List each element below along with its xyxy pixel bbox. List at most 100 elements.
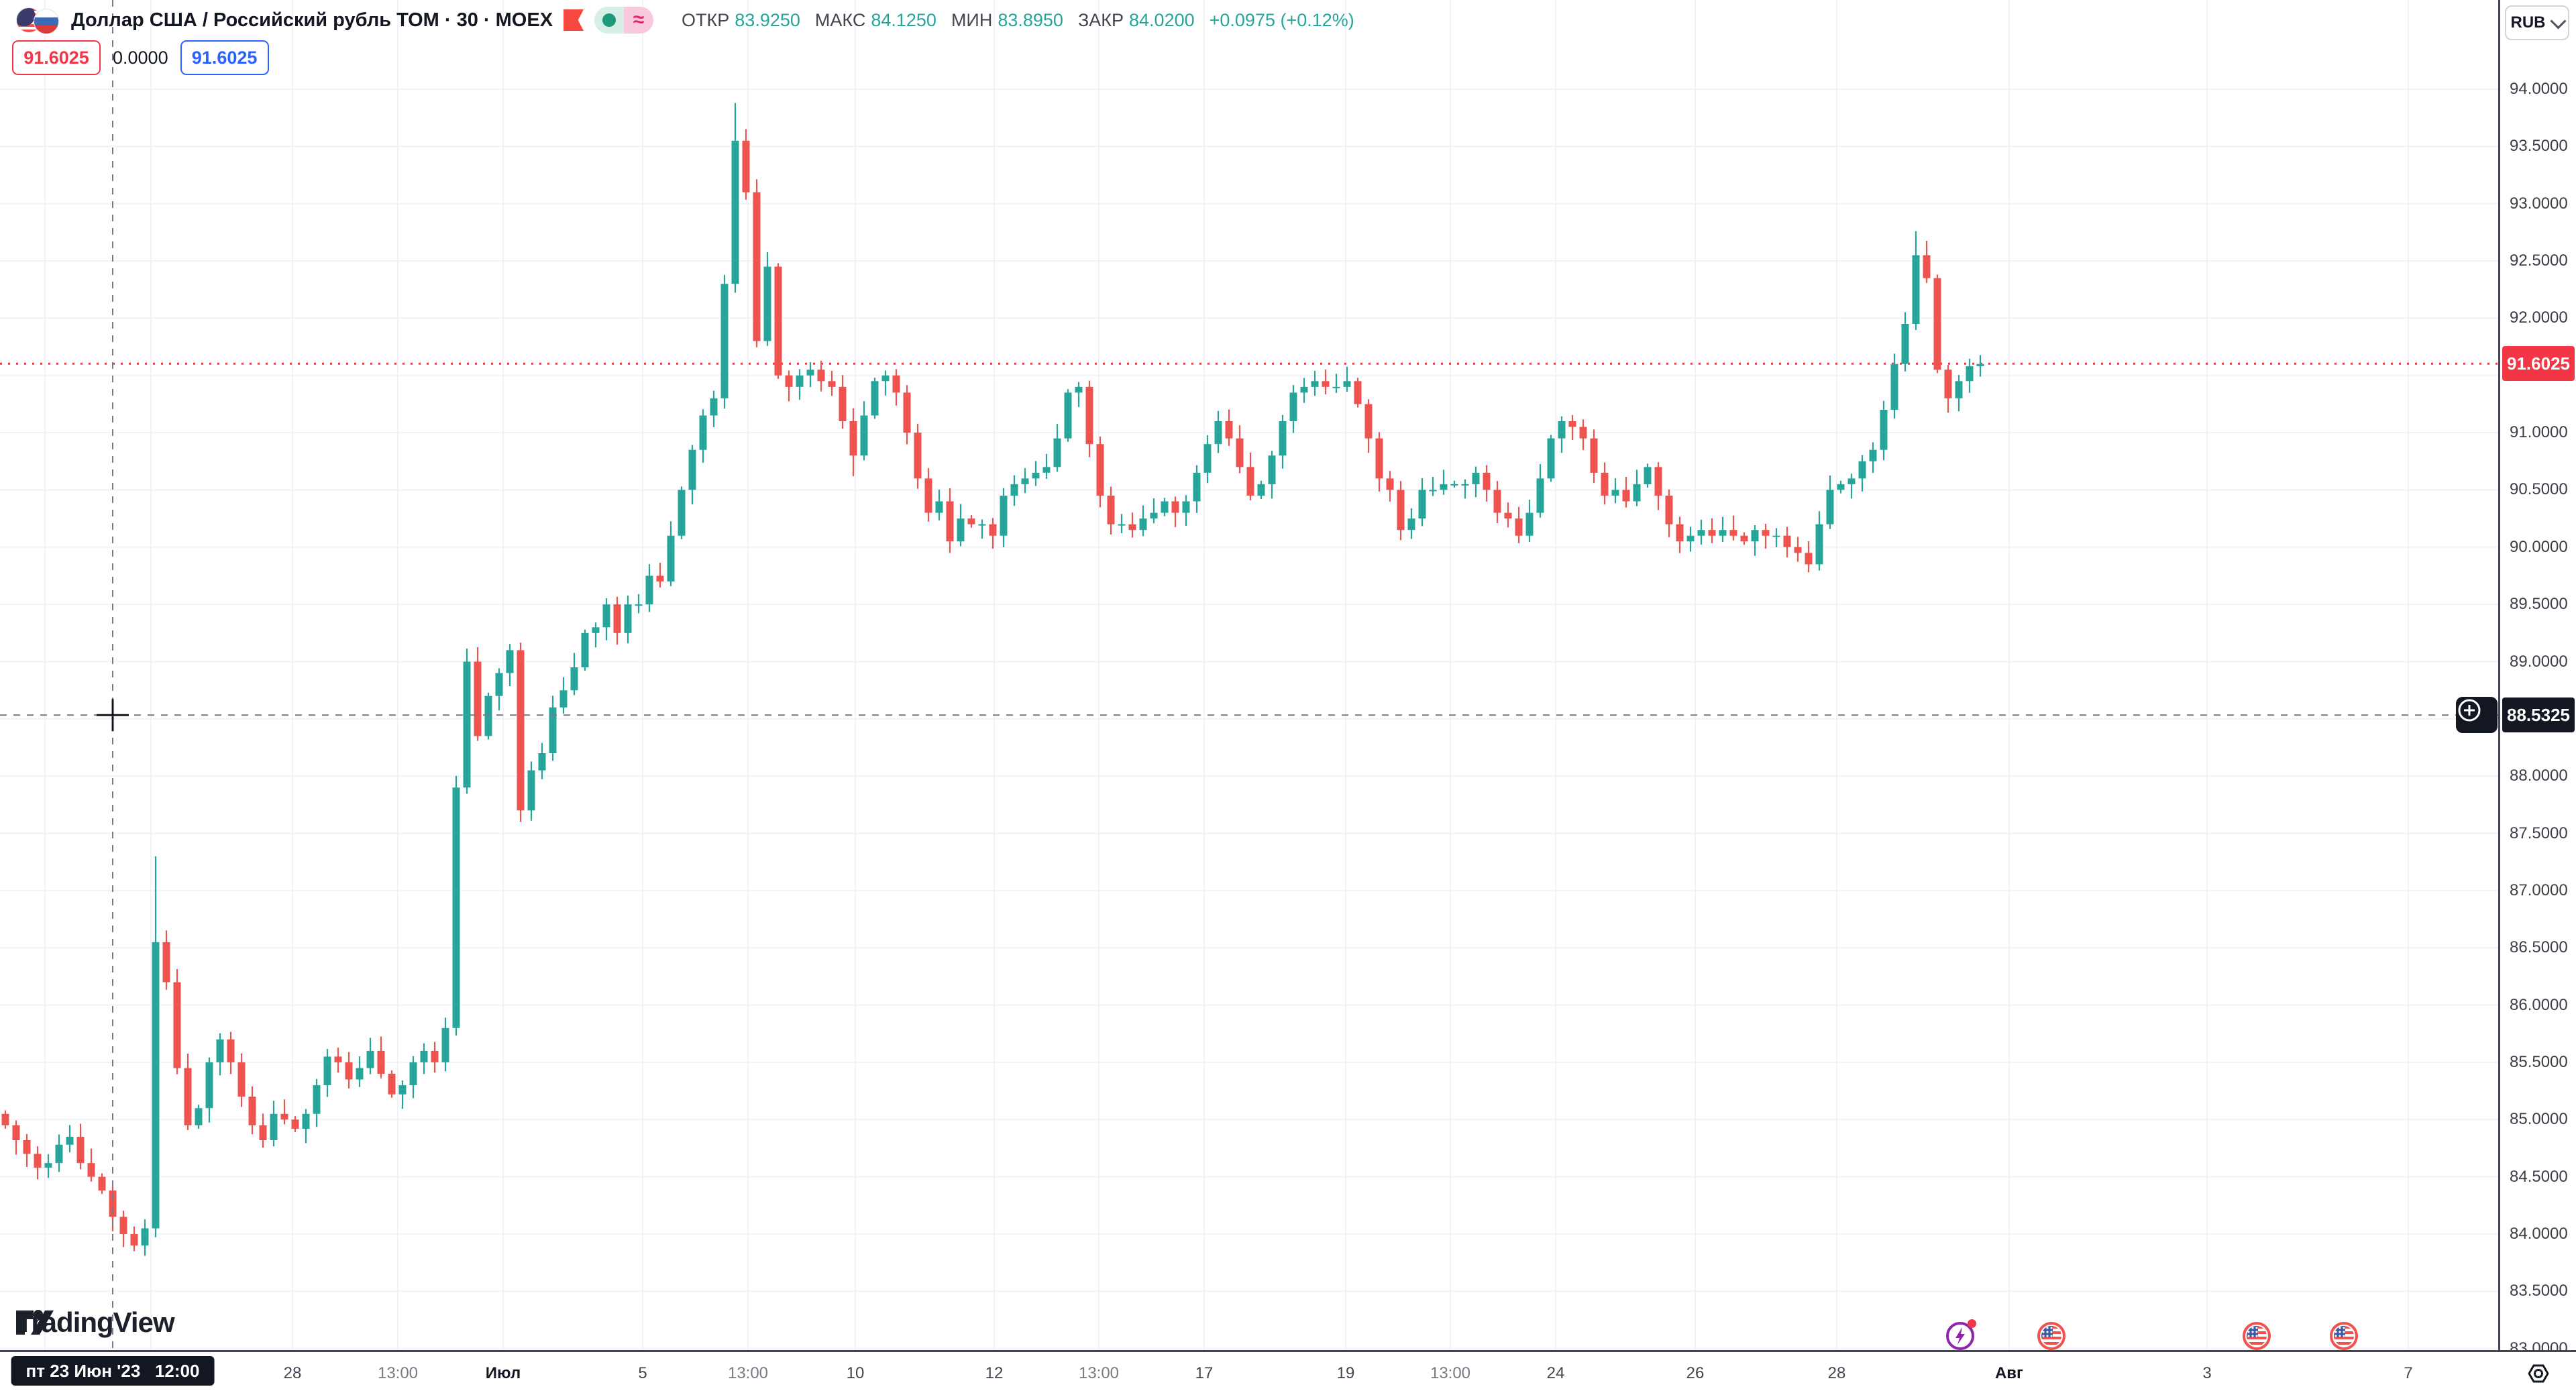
- candle-body: [1418, 490, 1426, 519]
- red-flag-marker-icon[interactable]: [564, 9, 584, 31]
- add-order-plus-button[interactable]: [2456, 697, 2498, 734]
- candle-body: [710, 398, 718, 416]
- range-target-box[interactable]: 91.6025: [180, 40, 269, 75]
- usd-rub-flag-icon: [16, 7, 60, 34]
- candle-body: [474, 661, 482, 736]
- candle-body: [1644, 467, 1652, 484]
- candle-body: [1472, 472, 1480, 484]
- candle-body: [184, 1068, 192, 1125]
- symbol-title[interactable]: Доллар США / Российский рубль ТОМ · 30 ·…: [71, 9, 553, 31]
- time-tick: 13:00: [1078, 1364, 1120, 1382]
- low-value: 83.8950: [998, 9, 1063, 30]
- time-tick: Июл: [485, 1364, 521, 1382]
- candle-body: [774, 266, 782, 376]
- candle-body: [1268, 455, 1276, 484]
- candle-body: [23, 1140, 31, 1154]
- candle-body: [1364, 404, 1373, 439]
- candle-body: [1525, 512, 1534, 536]
- us-flag-event-icon[interactable]: [2243, 1322, 2271, 1350]
- range-high-box[interactable]: 91.6025: [12, 40, 101, 75]
- time-tick: 13:00: [377, 1364, 419, 1382]
- candle-body: [291, 1119, 299, 1129]
- candle-body: [635, 604, 643, 606]
- price-tick: 90.0000: [2510, 537, 2568, 556]
- chart-plot-area[interactable]: TradingView: [0, 0, 2500, 1350]
- candle-body: [1171, 501, 1179, 513]
- candle-body: [1826, 490, 1834, 524]
- price-tick: 92.5000: [2510, 252, 2568, 270]
- candle-body: [656, 575, 664, 582]
- candle-body: [1161, 501, 1169, 513]
- price-tick: 86.5000: [2510, 938, 2568, 957]
- candle-body: [1783, 535, 1791, 547]
- candle-body: [323, 1056, 331, 1086]
- high-value: 84.1250: [871, 9, 936, 30]
- candle-body: [313, 1085, 321, 1114]
- economic-event-icon[interactable]: [1946, 1319, 1976, 1350]
- candle-body: [1880, 409, 1888, 450]
- candle-body: [441, 1027, 449, 1062]
- candle-body: [452, 787, 460, 1028]
- price-tick: 89.5000: [2510, 595, 2568, 614]
- candle-body: [1493, 490, 1501, 513]
- candle-body: [613, 604, 621, 633]
- candle-body: [495, 673, 503, 696]
- close-label: ЗАКР: [1077, 9, 1124, 30]
- price-scale[interactable]: RUB 94.0000 93.5000 93.0000 92.5000 92.0000 9…: [2498, 0, 2576, 1357]
- time-tick: 26: [1686, 1364, 1705, 1382]
- candle-body: [216, 1039, 224, 1062]
- candle-body: [1601, 472, 1609, 496]
- candle-body: [1311, 381, 1319, 387]
- candle-body: [796, 375, 804, 387]
- scale-settings-gear-icon[interactable]: [2525, 1360, 2552, 1387]
- candle-body: [892, 375, 900, 393]
- candle-body: [463, 661, 471, 788]
- candle-body: [1847, 478, 1856, 484]
- time-tick: 24: [1546, 1364, 1565, 1382]
- candle-body: [517, 650, 525, 811]
- price-tick: 88.0000: [2510, 767, 2568, 785]
- candle-body: [678, 490, 686, 536]
- candle-body: [1579, 427, 1587, 439]
- candle-body: [559, 690, 568, 708]
- candle-body: [1665, 495, 1673, 524]
- candle-body: [130, 1234, 138, 1246]
- approx-price-icon: ≈: [624, 7, 654, 34]
- candle-body: [259, 1125, 267, 1141]
- currency-toggle-button[interactable]: RUB: [2505, 5, 2569, 40]
- candle-body: [1343, 381, 1351, 387]
- candle-body: [1289, 392, 1297, 422]
- candle-body: [1568, 421, 1576, 427]
- candle-body: [1203, 444, 1212, 473]
- candle-body: [1042, 467, 1051, 473]
- us-flag-event-icon[interactable]: [2330, 1322, 2358, 1350]
- price-range-boxes: 91.6025 0.0000 91.6025: [12, 40, 269, 75]
- candle-body: [388, 1074, 396, 1095]
- us-flag-event-icon[interactable]: [2037, 1322, 2065, 1350]
- price-tick: 86.0000: [2510, 995, 2568, 1014]
- candle-body: [76, 1136, 85, 1164]
- last-price-label: 91.6025: [2502, 346, 2575, 382]
- candle-body: [1214, 421, 1222, 445]
- scales-corner[interactable]: [2500, 1350, 2576, 1395]
- candle-body: [1515, 518, 1523, 536]
- time-scale[interactable]: 28 13:00 Июл 5 13:00 10 12 13:00 17 19 13:00 24 26 28…: [0, 1350, 2500, 1395]
- candle-body: [1729, 530, 1737, 536]
- candle-body: [302, 1113, 310, 1129]
- candle-body: [109, 1190, 117, 1217]
- candle-body: [1461, 484, 1469, 486]
- candle-body: [1053, 438, 1061, 467]
- candle-body: [1622, 490, 1630, 502]
- candle-body: [1085, 386, 1093, 445]
- candle-body: [1386, 478, 1394, 490]
- candle-body: [1375, 438, 1383, 479]
- candle-body: [1858, 461, 1866, 479]
- candle-body: [205, 1062, 213, 1109]
- market-status-pill[interactable]: ≈: [594, 7, 654, 34]
- candle-body: [1139, 518, 1147, 531]
- candle-body: [1762, 530, 1770, 536]
- tradingview-logo[interactable]: TradingView: [16, 1306, 175, 1339]
- candle-body: [667, 535, 675, 582]
- candle-body: [957, 518, 965, 542]
- candlestick-chart[interactable]: [0, 0, 2500, 1350]
